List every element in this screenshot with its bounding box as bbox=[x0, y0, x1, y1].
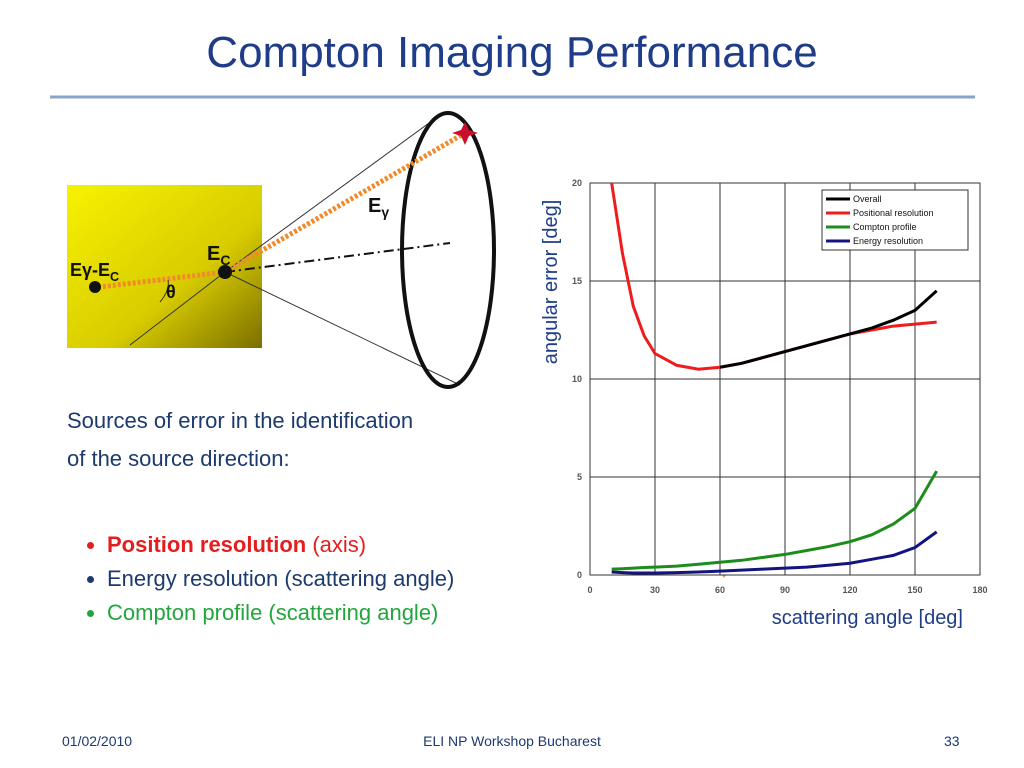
bullet-strong: Position resolution bbox=[107, 532, 307, 557]
absorption-point bbox=[89, 281, 101, 293]
series-line bbox=[719, 289, 938, 369]
diagram-label: Eγ-EC bbox=[70, 260, 119, 284]
bullet: Position resolution (axis) bbox=[107, 530, 537, 560]
legend-label: Positional resolution bbox=[853, 208, 934, 218]
angle-arc bbox=[159, 279, 169, 303]
x-tick-label: 60 bbox=[715, 585, 725, 595]
x-tick-label: 120 bbox=[842, 585, 857, 595]
intro-line: Sources of error in the identification bbox=[67, 408, 414, 433]
series-line bbox=[611, 470, 938, 571]
y-tick-label: 0 bbox=[577, 570, 582, 580]
detector bbox=[67, 185, 262, 348]
cone-ring bbox=[400, 111, 496, 389]
electron-track bbox=[99, 269, 226, 290]
gamma-ray bbox=[223, 130, 467, 275]
label-text: Eγ-E bbox=[70, 260, 110, 280]
intro-line: of the source direction: bbox=[67, 446, 290, 471]
legend-label: Compton profile bbox=[853, 222, 917, 232]
x-tick-label: 0 bbox=[587, 585, 592, 595]
y-axis-label: angular error [deg] bbox=[540, 200, 562, 365]
x-tick-label: 180 bbox=[972, 585, 987, 595]
bullet: Energy resolution (scattering angle) bbox=[107, 564, 537, 594]
source-star bbox=[452, 122, 478, 145]
x-tick-label: 150 bbox=[907, 585, 922, 595]
label-sub: γ bbox=[381, 204, 389, 220]
label-text: E bbox=[368, 195, 381, 217]
bullet-text: Energy resolution (scattering angle) bbox=[107, 566, 455, 591]
bullet: Compton profile (scattering angle) bbox=[107, 598, 537, 628]
x-axis-label: scattering angle [deg] bbox=[772, 607, 963, 629]
page-number: 33 bbox=[944, 733, 960, 749]
diagram-label: EC bbox=[207, 243, 230, 268]
scatter-point bbox=[218, 265, 232, 279]
bullet-list: Position resolution (axis) Energy resolut… bbox=[67, 530, 537, 632]
label-sub: C bbox=[110, 270, 119, 284]
axis-line bbox=[129, 271, 226, 346]
legend-label: Overall bbox=[853, 194, 882, 204]
y-tick-label: 20 bbox=[572, 178, 582, 188]
label-text: θ bbox=[166, 282, 176, 302]
footer-event: ELI NP Workshop Bucharest bbox=[423, 733, 601, 749]
series-line bbox=[611, 530, 938, 575]
intro: Sources of error in the identification o… bbox=[67, 402, 413, 478]
y-tick-label: 10 bbox=[572, 374, 582, 384]
compton-diagram bbox=[67, 111, 496, 389]
bullet-text: (axis) bbox=[306, 532, 367, 557]
x-tick-label: 90 bbox=[780, 585, 790, 595]
cone-edge bbox=[224, 271, 461, 386]
cone-edge bbox=[224, 114, 441, 273]
label-text: E bbox=[207, 243, 220, 265]
y-tick-label: 15 bbox=[572, 276, 582, 286]
x-tick-label: 30 bbox=[650, 585, 660, 595]
bullet-text: Compton profile (scattering angle) bbox=[107, 600, 439, 625]
source-direction bbox=[224, 242, 451, 273]
y-tick-label: 5 bbox=[577, 472, 582, 482]
legend-label: Energy resolution bbox=[853, 236, 923, 246]
footer-date: 01/02/2010 bbox=[62, 733, 133, 749]
diagram-label: Eγ bbox=[368, 195, 389, 220]
diagram-label: θ bbox=[166, 282, 176, 302]
label-sub: C bbox=[220, 252, 230, 268]
slide-title: Compton Imaging Performance bbox=[206, 28, 818, 77]
